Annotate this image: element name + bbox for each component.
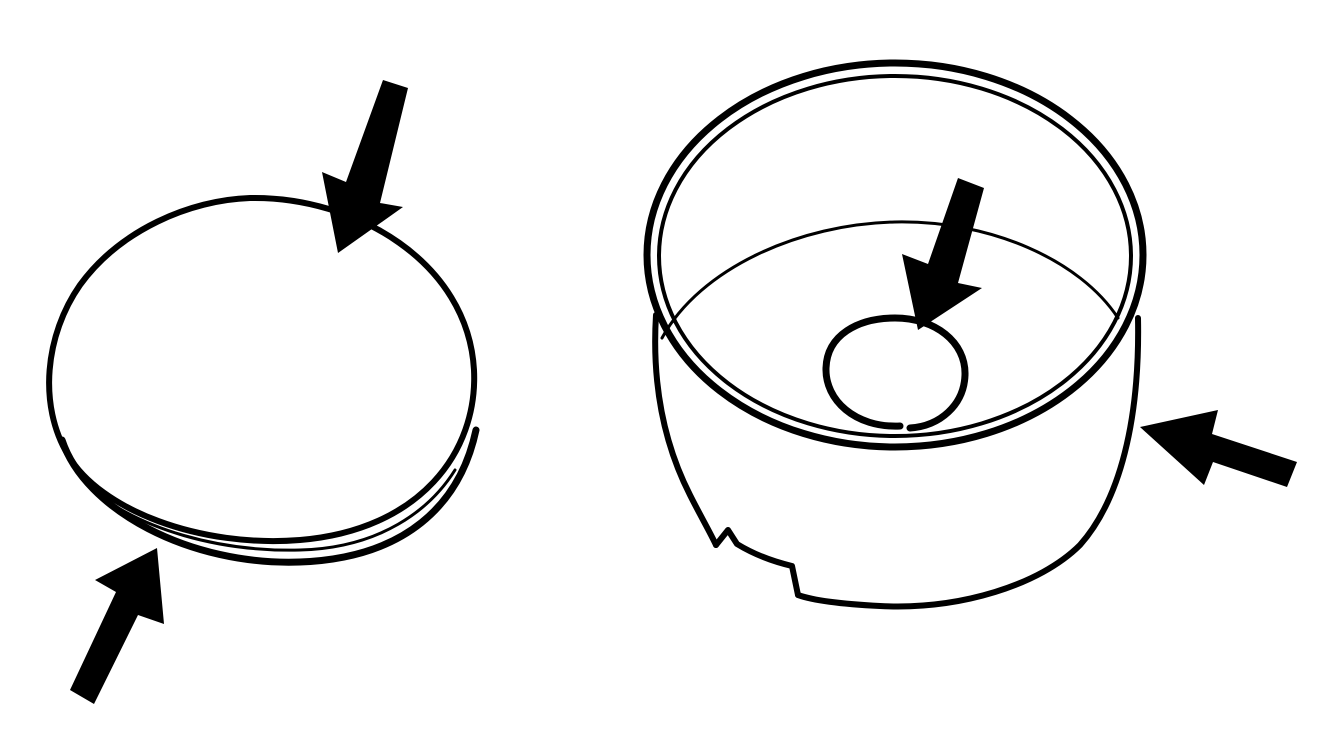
- cup-bottom-notched-edge: [713, 527, 801, 598]
- cup-rim-outer: [643, 59, 1147, 451]
- arrow-disc-bottom: [70, 548, 164, 704]
- cup-center-hole: [822, 314, 969, 432]
- cup: [643, 59, 1147, 610]
- cup-wall-left: [652, 312, 719, 548]
- arrow-cup-center: [902, 178, 984, 330]
- disc-edge-inner: [88, 468, 457, 552]
- arrow-cup-side: [1140, 410, 1297, 487]
- arrow-disc-top: [322, 80, 408, 253]
- cup-wall-right: [795, 315, 1142, 610]
- cup-floor-edge: [660, 220, 1120, 340]
- cup-rim-inner: [657, 74, 1133, 438]
- disc: [46, 194, 480, 566]
- disc-top-outline: [46, 194, 478, 544]
